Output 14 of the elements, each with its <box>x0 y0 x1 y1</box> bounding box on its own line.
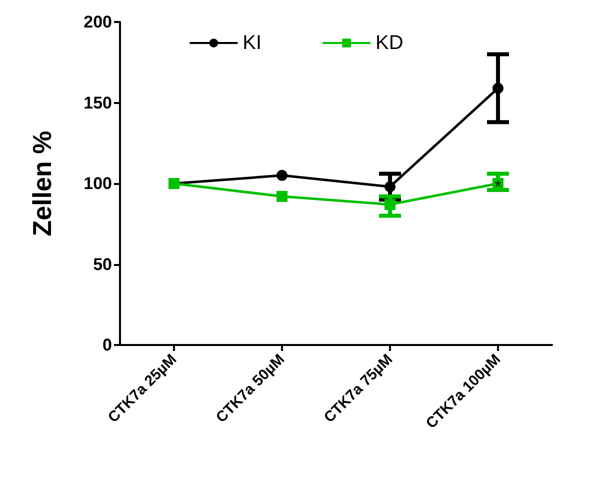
y-tick-label: 100 <box>84 174 112 193</box>
y-tick-label: 50 <box>93 254 112 274</box>
annotation: * <box>494 176 502 196</box>
legend-label: KD <box>376 32 404 54</box>
point <box>384 181 396 192</box>
y-axis-title: Zellen % <box>27 130 57 236</box>
y-tick-label: 0 <box>102 336 112 354</box>
y-tick-label: 150 <box>84 93 112 112</box>
y-tick-label: 200 <box>84 12 112 32</box>
legend-label: KI <box>242 32 262 54</box>
point <box>492 82 504 94</box>
point <box>276 170 288 181</box>
point <box>276 190 288 202</box>
point <box>384 198 396 210</box>
